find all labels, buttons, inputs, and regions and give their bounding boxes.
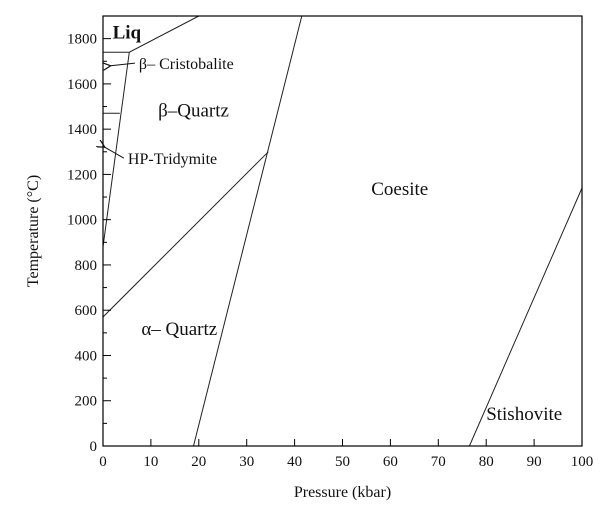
y-tick-label: 1000 [67, 213, 97, 229]
plot-frame [102, 15, 583, 447]
y-tick-label: 0 [90, 439, 98, 455]
y-tick-label: 400 [75, 348, 98, 364]
phase-boundary-4 [193, 15, 303, 447]
annotation-0: Liq [113, 23, 142, 44]
phase-boundaries [102, 15, 583, 447]
region-labels: Liq β– Cristobalite β–Quartz HP-Tridymite Co… [105, 23, 562, 425]
x-tick-label: 70 [431, 454, 446, 470]
phase-boundary-1 [102, 52, 130, 247]
x-tick-label: 10 [143, 454, 158, 470]
axes [102, 15, 583, 447]
x-tick-label: 0 [99, 454, 107, 470]
annotation-3: HP-Tridymite [128, 151, 217, 168]
annotation-arrow-1 [111, 63, 135, 66]
y-tick-label: 1600 [67, 77, 97, 93]
y-tick-label: 800 [75, 258, 98, 274]
annotation-5: α– Quartz [141, 319, 217, 340]
x-tick-label: 80 [479, 454, 494, 470]
x-tick-label: 50 [335, 454, 350, 470]
x-tick-label: 60 [383, 454, 398, 470]
y-axis-title: Temperature (°C) [25, 175, 42, 287]
y-tick-label: 1400 [67, 122, 97, 138]
y-tick-label: 1800 [67, 32, 97, 48]
y-tick-label: 1200 [67, 167, 97, 183]
phase-boundary-3 [102, 151, 269, 318]
x-tick-label: 90 [527, 454, 542, 470]
phase-boundary-5 [468, 187, 583, 447]
x-tick-label: 100 [571, 454, 594, 470]
y-tick-label: 200 [75, 394, 98, 410]
x-axis-title: Pressure (kbar) [294, 484, 391, 501]
x-tick-label: 30 [239, 454, 254, 470]
x-tick-label: 40 [287, 454, 302, 470]
annotation-1: β– Cristobalite [139, 56, 234, 73]
y-tick-label: 600 [75, 303, 98, 319]
annotation-2: β–Quartz [158, 101, 229, 122]
annotation-6: Stishovite [486, 404, 562, 425]
annotation-4: Coesite [371, 179, 428, 200]
ticks: 0 10 20 30 40 50 60 70 80 90 100020040060080010001… [67, 32, 593, 470]
annotation-arrow-3 [105, 147, 125, 159]
x-tick-label: 20 [191, 454, 206, 470]
